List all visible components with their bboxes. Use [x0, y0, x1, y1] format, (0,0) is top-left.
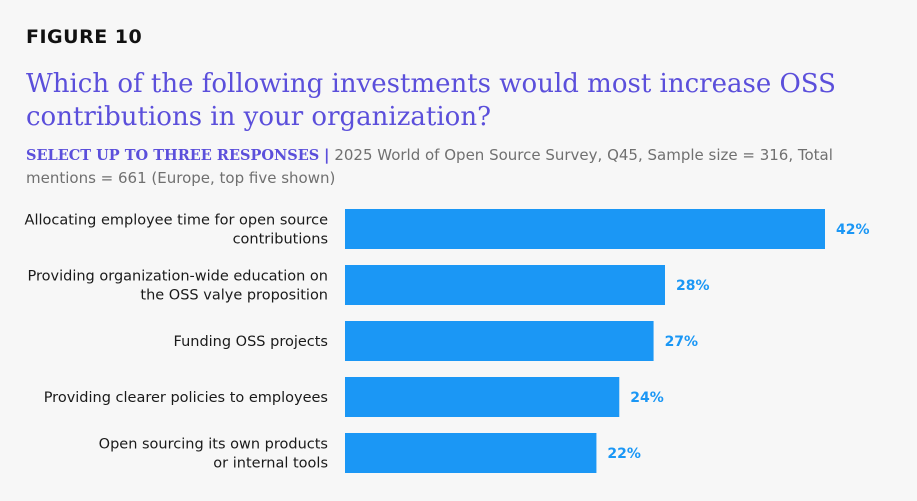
value-label: 27% — [665, 334, 699, 350]
category-label: Allocating employee time for open source… — [25, 213, 329, 248]
subtitle-separator: | — [324, 146, 330, 164]
bar — [345, 209, 825, 249]
value-label: 22% — [607, 446, 641, 462]
category-label: Funding OSS projects — [174, 334, 328, 350]
value-label: 24% — [630, 390, 664, 406]
category-label: Providing clearer policies to employees — [44, 390, 328, 406]
subtitle-lead: SELECT UP TO THREE RESPONSES — [26, 147, 320, 164]
bar — [345, 321, 654, 361]
figure-label: FIGURE 10 — [26, 26, 143, 48]
category-label: Open sourcing its own products or interna… — [99, 437, 328, 472]
category-label: Providing organization-wide education on… — [28, 269, 328, 304]
chart-title: Which of the following investments would… — [26, 69, 836, 132]
bar — [345, 377, 620, 417]
value-label: 28% — [676, 278, 710, 294]
value-label: 42% — [836, 222, 870, 238]
bar — [345, 265, 665, 305]
subtitle-text: 2025 World of Open Source Survey, Q45, S… — [26, 146, 833, 187]
chart-subtitle: SELECT UP TO THREE RESPONSES | 2025 Worl… — [26, 144, 886, 189]
bar — [345, 433, 597, 473]
